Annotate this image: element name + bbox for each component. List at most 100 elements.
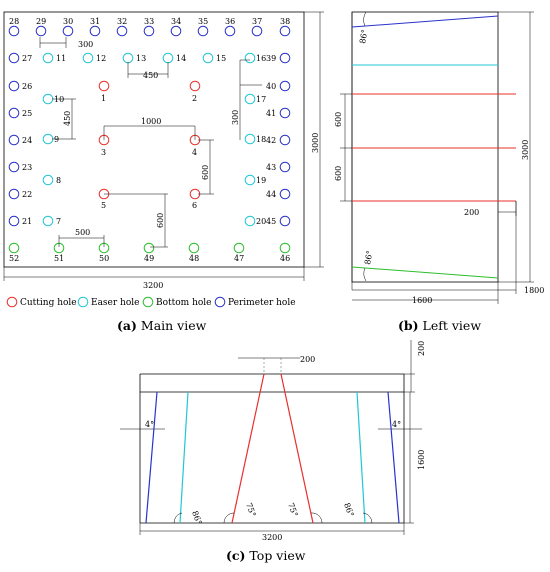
legend-marker-cutting [6, 296, 18, 308]
cutting-hole-3-label: 3 [101, 148, 106, 157]
bottom-hole-49 [143, 242, 155, 254]
dim-500: 500 [75, 228, 90, 237]
easer-hole-9 [42, 133, 54, 145]
main-view-frame [3, 11, 305, 268]
top-view: 200 200 1600 3200 4° 4° 86° 75° 75° 86° [120, 340, 426, 542]
dim-600-right: 600 [201, 165, 210, 180]
perimeter-hole-29 [35, 25, 47, 37]
perimeter-hole-38 [279, 25, 291, 37]
easer-hole-19-label: 19 [256, 176, 266, 185]
dim-450-top: 450 [143, 71, 158, 80]
perimeter-hole-40 [279, 80, 291, 92]
cutting-hole-6-label: 6 [192, 201, 197, 210]
legend-marker-perimeter [214, 296, 226, 308]
perimeter-hole-42-label: 42 [266, 136, 276, 145]
top-cutting-line-left [231, 373, 265, 524]
perimeter-hole-23 [8, 161, 20, 173]
easer-hole-7 [42, 215, 54, 227]
perimeter-hole-36-label: 36 [225, 17, 235, 26]
left-dim-1600: 1600 [412, 296, 432, 305]
easer-hole-13 [122, 52, 134, 64]
perimeter-hole-42 [279, 134, 291, 146]
top-perimeter-line-left [145, 391, 158, 524]
left-view: 86° 86° 600 600 200 3000 1600 1800 [334, 11, 544, 305]
left-view-frame [351, 11, 499, 283]
perimeter-hole-44 [279, 188, 291, 200]
perimeter-hole-30 [62, 25, 74, 37]
bottom-hole-52 [8, 242, 20, 254]
easer-hole-12-label: 12 [96, 54, 106, 63]
perimeter-hole-22 [8, 188, 20, 200]
main-view: 28 29 30 31 32 33 34 35 36 37 38272625242322213940… [3, 11, 324, 290]
dim-450-left: 450 [63, 111, 72, 126]
legend-label-easer: Easer hole [91, 298, 139, 308]
perimeter-hole-22-label: 22 [22, 190, 32, 199]
left-dim-1800: 1800 [524, 286, 544, 295]
easer-hole-13-label: 13 [136, 54, 146, 63]
cutting-hole-5-label: 5 [101, 201, 106, 210]
bottom-hole-47-label: 47 [234, 254, 244, 263]
perimeter-hole-41 [279, 107, 291, 119]
top-dim-1600: 1600 [417, 450, 426, 470]
left-dim-600-a: 600 [334, 112, 343, 127]
legend-marker-bottom [142, 296, 154, 308]
top-perimeter-line-right [387, 391, 400, 524]
perimeter-hole-38-label: 38 [280, 17, 290, 26]
cutting-hole-2-label: 2 [192, 94, 197, 103]
perimeter-hole-27-label: 27 [22, 54, 32, 63]
legend-label-bottom: Bottom hole [156, 298, 212, 308]
easer-hole-12 [82, 52, 94, 64]
legend: Cutting hole Easer hole Bottom hole Perimet… [6, 296, 296, 308]
perimeter-hole-28 [8, 25, 20, 37]
easer-hole-20-label: 20 [256, 217, 266, 226]
perimeter-hole-37 [251, 25, 263, 37]
bottom-hole-48-label: 48 [189, 254, 199, 263]
perimeter-hole-34-label: 34 [171, 17, 181, 26]
perimeter-hole-30-label: 30 [63, 17, 73, 26]
top-easer-line-left [179, 391, 189, 524]
perimeter-hole-36 [224, 25, 236, 37]
main-hole-labels: 28 29 30 31 32 33 34 35 36 37 38272625242322213940… [9, 17, 290, 263]
perimeter-hole-24 [8, 134, 20, 146]
bottom-hole-50-label: 50 [99, 254, 109, 263]
main-dimension-lines [3, 11, 324, 281]
easer-hole-7-label: 7 [56, 217, 61, 226]
easer-hole-17-label: 17 [256, 95, 266, 104]
perimeter-hole-33-label: 33 [144, 17, 154, 26]
easer-hole-15-label: 15 [216, 54, 226, 63]
perimeter-hole-23-label: 23 [22, 163, 32, 172]
legend-label-perimeter: Perimeter hole [228, 298, 296, 308]
perimeter-hole-27 [8, 52, 20, 64]
dim-3200: 3200 [143, 281, 163, 290]
perimeter-hole-21 [8, 215, 20, 227]
perimeter-hole-line-top [351, 15, 499, 28]
bottom-hole-line [351, 266, 499, 279]
main-dimension-texts: 300 450 300 450 1000 600 600 500 3000 32… [63, 40, 320, 290]
top-angle-4-left: 4° [145, 420, 154, 429]
easer-hole-10-label: 10 [54, 95, 64, 104]
bottom-hole-46-label: 46 [280, 254, 290, 263]
perimeter-hole-26 [8, 80, 20, 92]
perimeter-hole-41-label: 41 [266, 109, 276, 118]
perimeter-hole-40-label: 40 [266, 82, 276, 91]
easer-hole-20 [244, 215, 256, 227]
bottom-hole-52-label: 52 [9, 254, 19, 263]
perimeter-hole-31-label: 31 [90, 17, 100, 26]
easer-hole-16-label: 16 [256, 54, 266, 63]
left-dim-200: 200 [464, 208, 479, 217]
bottom-hole-51-label: 51 [54, 254, 64, 263]
perimeter-hole-35-label: 35 [198, 17, 208, 26]
caption-c-letter: (c) [226, 548, 245, 563]
caption-b-letter: (b) [398, 318, 419, 333]
perimeter-hole-34 [170, 25, 182, 37]
bottom-hole-47 [233, 242, 245, 254]
left-angle-top: 86° [358, 29, 369, 45]
caption-c: (c) Top view [226, 548, 306, 563]
perimeter-hole-25 [8, 107, 20, 119]
dim-300-right: 300 [231, 110, 240, 125]
easer-hole-18 [244, 133, 256, 145]
easer-hole-17 [244, 93, 256, 105]
easer-hole-8 [42, 174, 54, 186]
top-cutting-line-right [280, 373, 314, 524]
legend-label-cutting: Cutting hole [20, 298, 77, 308]
